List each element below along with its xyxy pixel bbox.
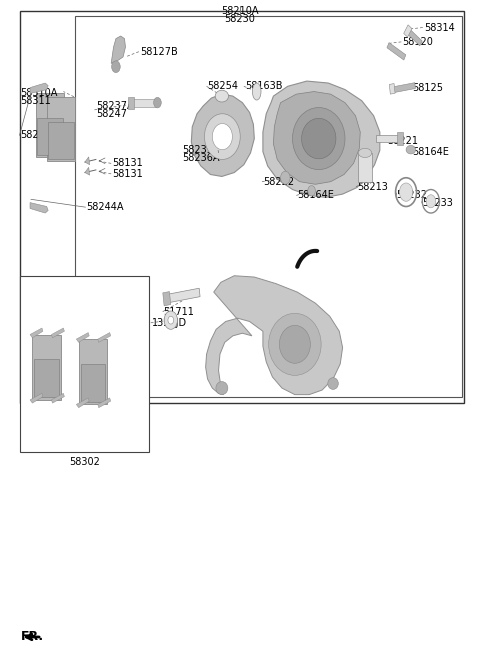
Text: 58314: 58314 xyxy=(424,22,455,33)
Text: 58302: 58302 xyxy=(70,457,100,466)
Bar xyxy=(406,28,422,46)
Circle shape xyxy=(399,183,413,201)
Bar xyxy=(376,134,400,142)
Circle shape xyxy=(168,316,174,324)
Polygon shape xyxy=(263,81,380,197)
Text: 1351JD: 1351JD xyxy=(152,318,187,328)
Text: 58222: 58222 xyxy=(263,176,294,187)
Text: 58237A: 58237A xyxy=(96,101,133,111)
Circle shape xyxy=(281,171,290,184)
Text: 58310A: 58310A xyxy=(21,88,58,98)
Bar xyxy=(392,83,415,93)
Circle shape xyxy=(308,186,315,196)
Text: 58221: 58221 xyxy=(387,136,418,146)
Bar xyxy=(79,339,108,405)
Text: 58213: 58213 xyxy=(357,182,388,192)
Polygon shape xyxy=(274,92,360,184)
Bar xyxy=(163,291,171,306)
Bar xyxy=(75,16,462,397)
Ellipse shape xyxy=(292,108,345,170)
Polygon shape xyxy=(85,157,90,165)
Bar xyxy=(47,96,75,161)
Bar xyxy=(34,359,59,398)
Ellipse shape xyxy=(406,146,416,154)
Text: 58164E: 58164E xyxy=(412,147,449,157)
Text: 58127B: 58127B xyxy=(140,47,178,56)
Ellipse shape xyxy=(269,314,321,375)
Polygon shape xyxy=(30,328,43,338)
Ellipse shape xyxy=(301,118,336,159)
Bar xyxy=(21,11,464,403)
Polygon shape xyxy=(76,333,89,342)
Bar xyxy=(33,335,61,400)
Text: 58230: 58230 xyxy=(225,14,255,24)
Polygon shape xyxy=(192,94,254,176)
Polygon shape xyxy=(30,203,48,213)
Polygon shape xyxy=(30,394,43,403)
Bar xyxy=(21,276,149,452)
Polygon shape xyxy=(76,398,89,407)
Polygon shape xyxy=(98,398,111,407)
Text: 58244A: 58244A xyxy=(21,131,58,140)
Text: FR.: FR. xyxy=(21,630,44,644)
Circle shape xyxy=(426,195,436,208)
Bar xyxy=(48,121,74,159)
Text: 58125: 58125 xyxy=(412,83,443,92)
Bar xyxy=(132,98,156,106)
Bar xyxy=(404,25,412,37)
Text: 58163B: 58163B xyxy=(245,81,282,91)
Polygon shape xyxy=(51,394,64,403)
Bar xyxy=(37,118,63,155)
Bar xyxy=(128,96,133,108)
Polygon shape xyxy=(30,83,48,94)
Polygon shape xyxy=(98,333,111,342)
Text: 58233: 58233 xyxy=(422,197,453,207)
Bar xyxy=(81,364,106,402)
Text: 58235: 58235 xyxy=(182,146,213,155)
Circle shape xyxy=(164,311,178,329)
Text: 58254: 58254 xyxy=(207,81,239,91)
Bar xyxy=(389,83,395,94)
Polygon shape xyxy=(205,276,343,395)
Ellipse shape xyxy=(328,378,338,390)
Ellipse shape xyxy=(216,382,228,395)
Bar xyxy=(387,43,406,60)
Polygon shape xyxy=(85,167,90,175)
Bar xyxy=(359,153,372,182)
Text: 58164E: 58164E xyxy=(297,190,334,200)
Text: 58210A: 58210A xyxy=(221,6,259,16)
Text: 58244A: 58244A xyxy=(86,202,124,212)
Text: 51711: 51711 xyxy=(164,306,194,317)
Text: 58120: 58120 xyxy=(402,37,433,47)
Bar xyxy=(397,132,403,145)
Circle shape xyxy=(154,97,161,108)
Text: 58131: 58131 xyxy=(112,169,143,179)
Bar xyxy=(165,288,200,303)
Text: 58232: 58232 xyxy=(396,190,428,200)
Text: 58236A: 58236A xyxy=(182,153,219,163)
Ellipse shape xyxy=(204,113,240,159)
Ellipse shape xyxy=(215,91,228,102)
Polygon shape xyxy=(111,36,125,64)
Bar xyxy=(36,93,64,157)
Ellipse shape xyxy=(279,325,311,363)
Polygon shape xyxy=(51,328,64,338)
Ellipse shape xyxy=(252,83,261,100)
Text: 58247: 58247 xyxy=(96,109,127,119)
Text: 58131: 58131 xyxy=(112,158,143,169)
Ellipse shape xyxy=(359,148,372,157)
Ellipse shape xyxy=(212,123,232,150)
Circle shape xyxy=(112,61,120,73)
Text: 58311: 58311 xyxy=(21,96,51,106)
